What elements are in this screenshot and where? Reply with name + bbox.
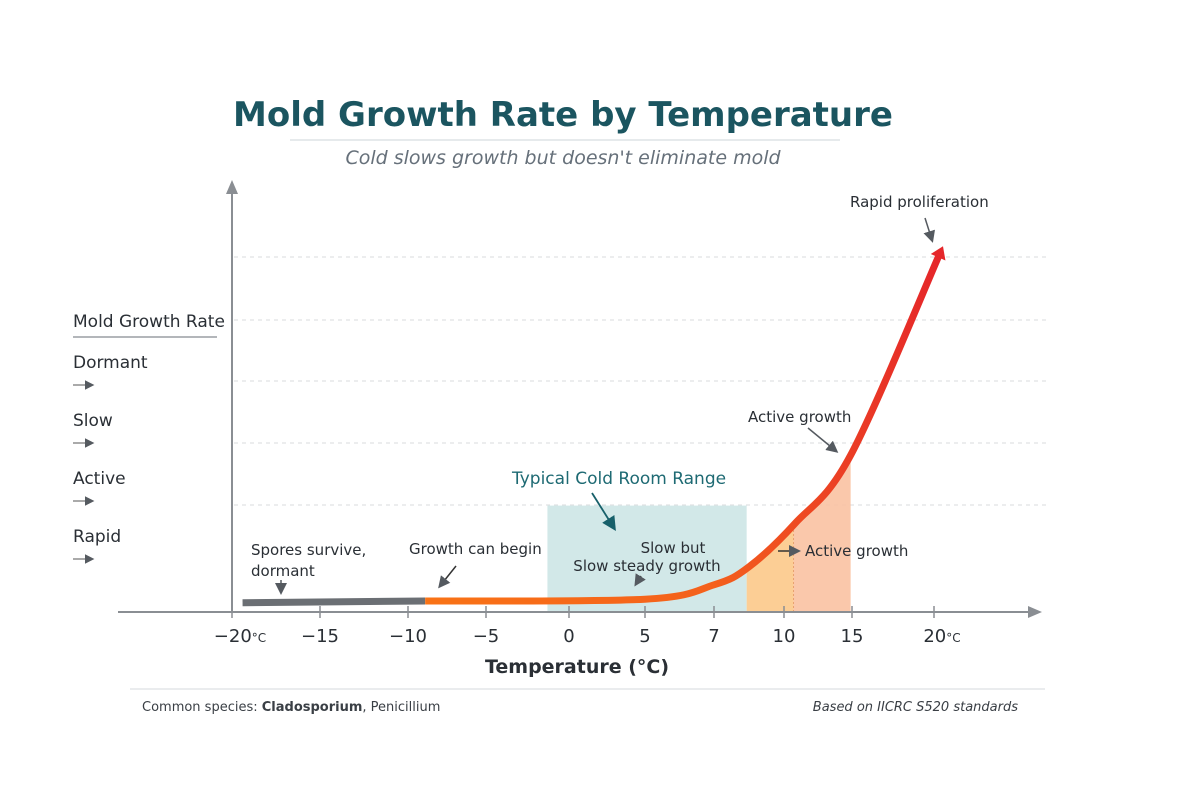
x-tick-label: −10: [389, 626, 427, 647]
annotation-slow-steady: Slow steady growth: [573, 557, 720, 575]
annotation-growth-begin: Growth can begin: [409, 540, 542, 558]
slow-steady-arrow-icon: [634, 573, 646, 587]
x-tick-label: −5: [473, 626, 500, 647]
annotation-active-top: Active growth: [748, 408, 851, 426]
x-tick-label: 15: [841, 626, 864, 647]
annotation-active-right: Active growth: [805, 542, 908, 560]
y-axis-arrow-icon: [226, 180, 238, 194]
x-tick-label: 7: [708, 626, 719, 647]
annotation-spores-2: dormant: [251, 562, 315, 580]
annotation-spores-1: Spores survive,: [251, 541, 366, 559]
y-axis-label: Mold Growth Rate: [73, 312, 225, 332]
curves: [242, 246, 946, 607]
x-tick-label: −20°C: [214, 626, 266, 647]
x-tick-label: 5: [639, 626, 650, 647]
region-1: [746, 251, 794, 611]
active-top-arrow-icon: [807, 427, 839, 453]
region-cold-room: [547, 505, 747, 611]
x-tick-label: −15: [301, 626, 339, 647]
x-tick-label: 0: [563, 626, 574, 647]
x-tick-label: 10: [773, 626, 796, 647]
y-categories: Dormant Slow Active Rapid: [73, 353, 148, 564]
growth-begin-arrow-icon: [438, 565, 457, 589]
chart-subtitle: Cold slows growth but doesn't eliminate …: [345, 147, 781, 169]
dormant-segment: [242, 597, 426, 607]
x-tick-unit: °C: [946, 631, 960, 645]
growth-curve: [425, 250, 944, 605]
x-axis-arrow-icon: [1028, 606, 1042, 618]
chart-title: Mold Growth Rate by Temperature: [233, 95, 893, 135]
x-tick-unit: °C: [252, 631, 266, 645]
cold-room-arrow-icon: [591, 492, 616, 532]
rapid-arrow-icon: [923, 217, 935, 243]
annotation-rapid: Rapid proliferation: [850, 193, 989, 211]
footer-source: Based on IICRC S520 standards: [813, 700, 1018, 715]
x-ticks: −20°C −15 −10 −5 0 5 7 10 15 20°C: [214, 606, 961, 647]
species-rest: , Penicillium: [362, 700, 440, 715]
region-label-cold-room: Typical Cold Room Range: [511, 469, 726, 489]
species-prefix: Common species:: [142, 700, 262, 715]
x-tick-label: 20°C: [923, 626, 960, 647]
species-bold: Cladosporium: [262, 700, 363, 715]
y-category-slow: Slow: [73, 411, 113, 431]
y-category-active: Active: [73, 469, 126, 489]
curve-arrowhead-icon: [930, 246, 946, 261]
y-category-dormant: Dormant: [73, 353, 148, 373]
annotation-slow-but: Slow but: [641, 539, 706, 557]
footer-species: Common species: Cladosporium, Penicilliu…: [142, 700, 440, 715]
x-axis-label: Temperature (°C): [485, 656, 669, 678]
y-category-rapid: Rapid: [73, 527, 121, 547]
